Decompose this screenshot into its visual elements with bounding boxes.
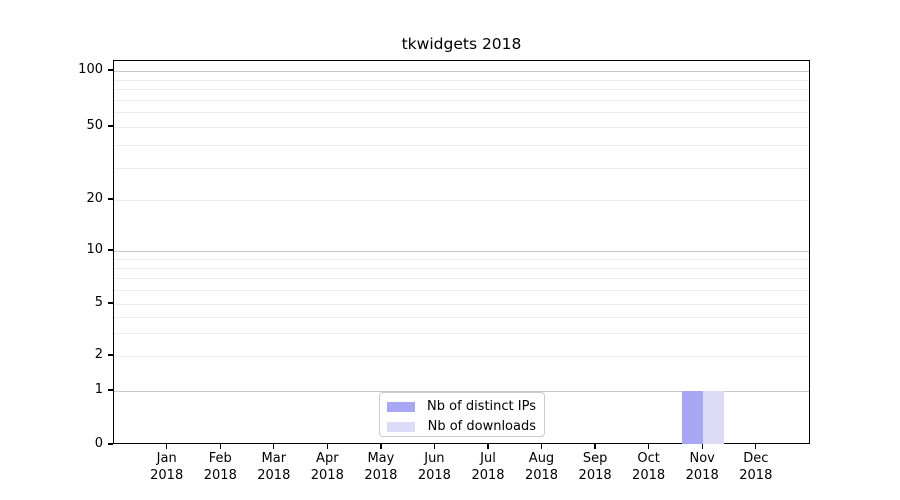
x-tick-year: 2018 bbox=[739, 468, 773, 483]
y-axis-tick-mark bbox=[108, 302, 113, 304]
legend-swatch bbox=[387, 421, 415, 432]
x-tick-month: Jun bbox=[424, 451, 445, 466]
x-axis-tick-label: Feb 2018 bbox=[190, 450, 250, 484]
x-axis-tick-label: Sep 2018 bbox=[565, 450, 625, 484]
x-tick-month: Jul bbox=[480, 451, 496, 466]
legend: Nb of distinct IPs Nb of downloads bbox=[379, 392, 545, 437]
x-axis-tick-label: Mar 2018 bbox=[244, 450, 304, 484]
y-axis-tick-label: 20 bbox=[86, 191, 103, 206]
gridline-minor bbox=[114, 200, 809, 201]
y-axis-tick-mark bbox=[108, 198, 113, 200]
x-tick-month: Aug bbox=[528, 451, 555, 466]
x-tick-year: 2018 bbox=[257, 468, 291, 483]
x-axis-tick-mark bbox=[594, 444, 596, 449]
x-tick-year: 2018 bbox=[524, 468, 559, 483]
y-axis-tick-mark bbox=[108, 389, 113, 391]
gridline-minor bbox=[114, 127, 809, 128]
x-axis-tick-label: Jun 2018 bbox=[404, 450, 464, 484]
gridline-minor bbox=[114, 278, 809, 280]
x-tick-year: 2018 bbox=[364, 468, 398, 483]
y-axis-tick-label: 5 bbox=[94, 295, 103, 311]
y-axis-tick-label: 100 bbox=[78, 62, 103, 77]
gridline-minor bbox=[114, 268, 809, 270]
gridline-major bbox=[114, 71, 809, 72]
gridline-minor bbox=[114, 259, 809, 261]
x-axis-tick-mark bbox=[755, 444, 757, 449]
x-axis-tick-label: Nov 2018 bbox=[672, 450, 732, 484]
gridline-minor bbox=[114, 144, 809, 146]
x-axis-tick-mark bbox=[701, 444, 703, 449]
y-axis-tick-label: 50 bbox=[86, 118, 103, 133]
y-axis-tick-mark bbox=[108, 354, 113, 356]
x-axis-tick-mark bbox=[219, 444, 221, 449]
gridline-minor bbox=[114, 99, 809, 101]
x-axis-tick-mark bbox=[487, 444, 489, 449]
y-axis-tick-mark bbox=[108, 69, 113, 71]
legend-item: Nb of downloads bbox=[387, 418, 536, 435]
x-axis-tick-mark bbox=[273, 444, 275, 449]
gridline-minor bbox=[114, 167, 809, 169]
x-axis-tick-label: Aug 2018 bbox=[512, 450, 572, 484]
x-tick-year: 2018 bbox=[150, 468, 184, 483]
x-axis-tick-mark bbox=[540, 444, 543, 449]
x-tick-month: May bbox=[367, 451, 395, 466]
gridline-minor bbox=[114, 79, 809, 81]
plot-area: Nb of distinct IPs Nb of downloads bbox=[113, 60, 810, 444]
y-axis-tick-label: 10 bbox=[86, 242, 103, 258]
y-axis-tick-mark bbox=[108, 249, 113, 251]
x-tick-year: 2018 bbox=[471, 468, 505, 483]
gridline-minor bbox=[114, 355, 809, 357]
chart-title: tkwidgets 2018 bbox=[401, 35, 522, 53]
x-axis-tick-mark bbox=[380, 444, 382, 449]
x-tick-month: Jan bbox=[156, 451, 177, 466]
x-axis-tick-mark bbox=[326, 444, 328, 449]
gridline-minor bbox=[114, 333, 809, 334]
legend-label: Nb of downloads bbox=[427, 419, 536, 434]
y-axis-tick-label: 0 bbox=[94, 436, 103, 451]
x-tick-month: Nov bbox=[689, 451, 715, 466]
x-tick-year: 2018 bbox=[310, 468, 344, 483]
x-tick-month: Sep bbox=[582, 451, 608, 466]
x-axis-tick-label: Jul 2018 bbox=[458, 450, 518, 484]
x-axis-tick-label: Apr 2018 bbox=[297, 450, 357, 484]
x-axis-tick-label: Jan 2018 bbox=[137, 450, 197, 484]
x-axis-tick-label: May 2018 bbox=[351, 450, 411, 484]
bar-nb-of-distinct-ips bbox=[682, 390, 704, 444]
x-axis-tick-mark bbox=[166, 444, 168, 449]
x-tick-month: Dec bbox=[743, 451, 769, 466]
gridline-major bbox=[114, 251, 809, 253]
gridline-minor bbox=[114, 316, 809, 318]
x-tick-month: Oct bbox=[637, 451, 660, 466]
legend-item: Nb of distinct IPs bbox=[387, 398, 536, 415]
x-tick-year: 2018 bbox=[203, 468, 237, 483]
x-tick-year: 2018 bbox=[417, 468, 451, 483]
gridline-minor bbox=[114, 112, 809, 114]
x-tick-month: Apr bbox=[316, 451, 339, 466]
gridline-minor bbox=[114, 290, 809, 292]
bar-nb-of-downloads bbox=[703, 390, 725, 444]
x-axis-tick-mark bbox=[433, 444, 436, 449]
legend-swatch bbox=[387, 401, 415, 412]
legend-label: Nb of distinct IPs bbox=[427, 399, 536, 414]
gridline-minor bbox=[114, 89, 809, 90]
x-axis-tick-label: Oct 2018 bbox=[619, 450, 679, 484]
y-axis-tick-mark bbox=[108, 443, 113, 445]
y-axis-tick-label: 2 bbox=[94, 346, 103, 362]
y-axis-tick-mark bbox=[108, 125, 113, 127]
x-tick-year: 2018 bbox=[578, 468, 612, 483]
y-axis-tick-label: 1 bbox=[94, 381, 103, 397]
gridline-major bbox=[114, 390, 809, 392]
x-tick-year: 2018 bbox=[685, 468, 719, 483]
x-axis-tick-label: Dec 2018 bbox=[726, 450, 786, 484]
x-axis-tick-mark bbox=[647, 444, 650, 449]
gridline-minor bbox=[114, 304, 809, 306]
x-tick-month: Mar bbox=[261, 451, 287, 466]
x-tick-month: Feb bbox=[208, 451, 232, 466]
x-tick-year: 2018 bbox=[632, 468, 666, 483]
